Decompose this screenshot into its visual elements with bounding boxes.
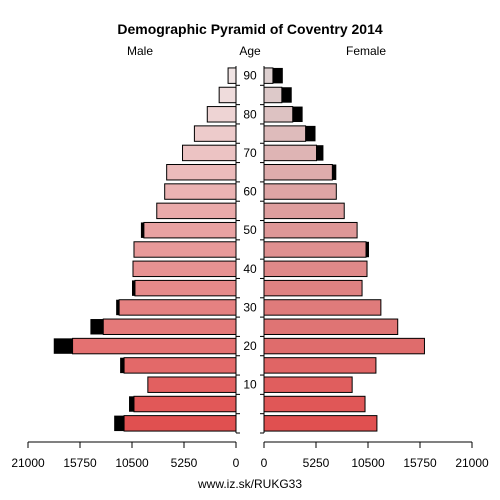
age-tick-label: 90	[243, 69, 257, 83]
female-foreign-bar	[305, 125, 316, 142]
female-bar	[263, 144, 317, 162]
female-bar	[263, 125, 307, 142]
male-bar	[193, 125, 237, 142]
age-tick-label: 60	[243, 185, 257, 199]
x-tick-label-female: 10500	[351, 456, 385, 470]
male-bar	[72, 337, 237, 355]
age-tick-label: 80	[243, 107, 257, 121]
male-bar	[133, 241, 237, 258]
male-bar	[118, 299, 237, 316]
female-foreign-bar	[332, 164, 337, 180]
female-foreign-bar	[292, 106, 303, 123]
female-foreign-bar	[272, 67, 283, 84]
male-bar	[132, 260, 237, 278]
x-axis-male: 21000 15750 10500 5250 0	[11, 441, 240, 470]
x-axis-female: 0 5250 10500 15750 21000	[261, 441, 489, 470]
female-bar	[263, 164, 333, 181]
female-bar	[263, 299, 382, 316]
age-tick-label: 40	[243, 262, 257, 276]
female-bar	[263, 202, 345, 220]
male-bar	[206, 106, 237, 123]
female-foreign-bar	[316, 145, 324, 161]
age-tick-label: 10	[243, 378, 257, 392]
male-foreign-bar	[53, 338, 73, 354]
male-bar	[156, 202, 237, 220]
female-foreign-bar	[366, 241, 369, 258]
age-tick-label: 20	[243, 339, 257, 353]
female-bar	[263, 86, 283, 104]
age-tick-label: 50	[243, 223, 257, 237]
male-foreign-bar	[90, 319, 104, 335]
age-tick-label: 30	[243, 300, 257, 314]
male-bar	[166, 164, 237, 181]
x-tick-label-female: 21000	[455, 456, 489, 470]
female-bar	[263, 279, 363, 297]
male-foreign-bar	[116, 299, 120, 316]
male-bar	[123, 415, 237, 432]
x-tick-label-male: 5250	[171, 456, 198, 470]
x-tick-label-male: 10500	[115, 456, 149, 470]
female-bar	[263, 106, 294, 123]
male-label: Male	[127, 44, 153, 58]
male-foreign-bar	[140, 222, 144, 238]
footer-url: www.iz.sk/RUKG33	[197, 477, 302, 491]
male-bars	[53, 67, 237, 432]
female-bar	[263, 260, 368, 278]
chart-title: Demographic Pyramid of Coventry 2014	[117, 21, 383, 37]
female-bar	[263, 395, 366, 413]
male-foreign-bar	[114, 415, 125, 432]
female-bar	[263, 221, 358, 239]
female-bars	[263, 67, 425, 432]
female-bar	[263, 67, 274, 84]
female-bar	[263, 318, 399, 335]
male-bar	[133, 395, 237, 413]
age-label: Age	[239, 44, 261, 58]
male-bar	[134, 279, 237, 297]
female-bar	[263, 415, 378, 432]
age-tick-label: 70	[243, 146, 257, 160]
female-bar	[263, 357, 377, 374]
x-tick-label-female: 5250	[303, 456, 330, 470]
female-bar	[263, 337, 425, 355]
x-tick-label-male: 15750	[63, 456, 97, 470]
x-tick-label-male: 21000	[11, 456, 45, 470]
male-bar	[227, 67, 237, 84]
x-tick-label-female: 0	[261, 456, 268, 470]
male-foreign-bar	[120, 357, 125, 374]
female-bar	[263, 241, 367, 258]
female-foreign-bar	[281, 87, 292, 103]
female-label: Female	[346, 44, 386, 58]
x-tick-label-female: 15750	[403, 456, 437, 470]
male-bar	[164, 183, 237, 200]
male-bar	[147, 376, 237, 393]
male-bar	[143, 221, 237, 239]
male-bar	[218, 86, 237, 104]
female-bar	[263, 183, 337, 200]
male-bar	[102, 318, 237, 335]
male-bar	[123, 357, 237, 374]
male-foreign-bar	[132, 280, 135, 296]
age-axis: 10 20 30 40 50 60 70 80 90	[235, 66, 265, 434]
female-bar	[263, 376, 353, 393]
male-foreign-bar	[129, 396, 134, 412]
x-tick-label-male: 0	[233, 456, 240, 470]
male-bar	[182, 144, 237, 162]
